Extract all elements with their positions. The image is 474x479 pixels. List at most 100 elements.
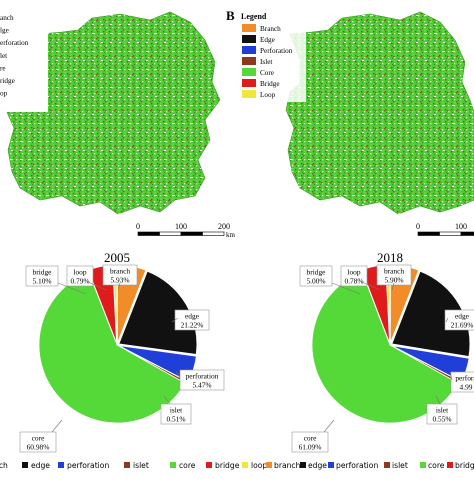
- bottom-legend-right: branch edge perforation islet core bridge: [266, 461, 474, 470]
- map-legend-label: Edge: [260, 36, 275, 44]
- bottom-legend-swatch: [206, 462, 212, 468]
- map-legend-swatch: [242, 24, 256, 32]
- bottom-legend-right-label: islet: [392, 461, 408, 470]
- scalebar-tick-label: 0: [416, 222, 420, 231]
- pie-slice-core: [38, 271, 186, 424]
- bottom-legend-label: edge: [31, 461, 50, 470]
- pie-label-box: [179, 369, 225, 391]
- pie-leader-line: [87, 281, 107, 291]
- pie-label-value: 4.99: [460, 383, 473, 392]
- pie-label-value: 0.79%: [70, 277, 89, 286]
- map-legend-label: Bridge: [260, 80, 280, 88]
- map-legend-swatch: [242, 35, 256, 43]
- pie-label-box: [450, 371, 474, 393]
- bottom-legend-label: bridge: [215, 461, 240, 470]
- map-legend-label: Core: [260, 69, 274, 77]
- pie-leader-line: [323, 419, 335, 433]
- bottom-legend-swatch: [58, 462, 64, 468]
- scalebar-segment: [417, 231, 440, 236]
- map-legend-swatch: [242, 57, 256, 65]
- bottom-legend-right-label: branch: [274, 461, 301, 470]
- pie-label-name: bridge: [33, 268, 53, 277]
- map-legend-swatch: [242, 79, 256, 87]
- map-legend-label: Islet: [260, 58, 272, 66]
- left-legend-fragment-label: ridge: [0, 77, 15, 85]
- pie-label-value: 21.69%: [451, 321, 474, 330]
- scalebar-tick-label: 100: [455, 222, 467, 231]
- pie-label-value: 0.78%: [344, 277, 363, 286]
- scalebar-tick-label: 200: [218, 222, 230, 231]
- bottom-legend-right-label: core: [428, 461, 445, 470]
- pie-label-name: perforation: [186, 372, 219, 381]
- scalebar-segment: [202, 231, 225, 236]
- left-legend-fragment-label: erforation: [0, 39, 29, 47]
- map-legend-swatch: [242, 90, 256, 98]
- bottom-legend-left: nch edge perforation islet core bridge loop: [0, 461, 267, 470]
- bottom-legend-swatch: [124, 462, 130, 468]
- pie-leader-line: [331, 282, 361, 295]
- pie-label-name: islet: [436, 406, 449, 415]
- scalebar-unit: km: [226, 231, 236, 239]
- left-legend-fragment: anch lge erforation let re ridge op: [0, 14, 29, 98]
- pie-label-value: 5.90%: [384, 276, 403, 285]
- pie-label-name: loop: [73, 268, 86, 277]
- pie-label-box: [25, 265, 59, 287]
- pie-leader-line: [51, 419, 63, 433]
- pie-label-value: 0.55%: [432, 415, 451, 424]
- bottom-legend-swatch: [242, 462, 248, 468]
- scalebar-segment: [439, 231, 462, 236]
- left-legend-fragment-label: re: [0, 64, 6, 72]
- bottom-legend-right-label: edge: [308, 461, 327, 470]
- pie-leader-line: [175, 370, 181, 379]
- left-legend-fragment-label: op: [0, 90, 8, 98]
- bottom-legend-label: core: [179, 461, 196, 470]
- bottom-legend-right-swatch: [447, 462, 453, 468]
- pie-label-box: [102, 264, 138, 286]
- pie-leader-line: [435, 395, 441, 405]
- bottom-legend-right-swatch: [328, 462, 334, 468]
- map-legend-label: Loop: [260, 91, 276, 99]
- pie-label-box: [376, 264, 412, 286]
- pie-label-value: 5.47%: [192, 381, 211, 390]
- scalebar-segment: [137, 231, 160, 236]
- pie-label-value: 60.98%: [27, 443, 50, 452]
- map-legend-swatch: [242, 68, 256, 76]
- pie-label-name: edge: [455, 312, 470, 321]
- pie-slice-edge: [118, 270, 198, 355]
- pie-label-value: 0.51%: [166, 415, 185, 424]
- left-legend-fragment-label: anch: [0, 14, 14, 22]
- pie-slice-edge: [391, 270, 471, 358]
- map-legend-label: Perforation: [260, 47, 293, 55]
- pie-leader-line: [445, 317, 449, 323]
- pie-label-box: [19, 431, 57, 453]
- pie-label-name: islet: [170, 406, 183, 415]
- pie-label-name: branch: [110, 267, 130, 276]
- map-right: [285, 11, 474, 215]
- pie-label-name: branch: [384, 267, 404, 276]
- map-legend-swatch: [242, 46, 256, 54]
- pie-title: 2018: [377, 250, 403, 265]
- pie-leader-line: [57, 282, 87, 295]
- panel-label: B: [226, 8, 235, 23]
- scalebar-tick-label: 0: [136, 222, 140, 231]
- pie-leader-line: [391, 282, 395, 291]
- pie-label-box: [444, 309, 474, 331]
- pie-label-name: loop: [347, 268, 360, 277]
- pie-label-value: 5.93%: [110, 276, 129, 285]
- pie-label-value: 21.22%: [181, 321, 204, 330]
- pie-label-value: 5.10%: [32, 277, 51, 286]
- scalebar-segment: [159, 231, 182, 236]
- pie-label-name: core: [304, 434, 317, 443]
- left-legend-fragment-label: let: [0, 52, 7, 60]
- pie-label-box: [340, 265, 368, 287]
- bottom-legend-label: islet: [133, 461, 149, 470]
- pie-label-name: core: [32, 434, 45, 443]
- scalebar-tick-label: 100: [175, 222, 187, 231]
- map-legend-label: Branch: [260, 25, 281, 33]
- bottom-legend-right-swatch: [300, 462, 306, 468]
- bottom-legend-swatch: [170, 462, 176, 468]
